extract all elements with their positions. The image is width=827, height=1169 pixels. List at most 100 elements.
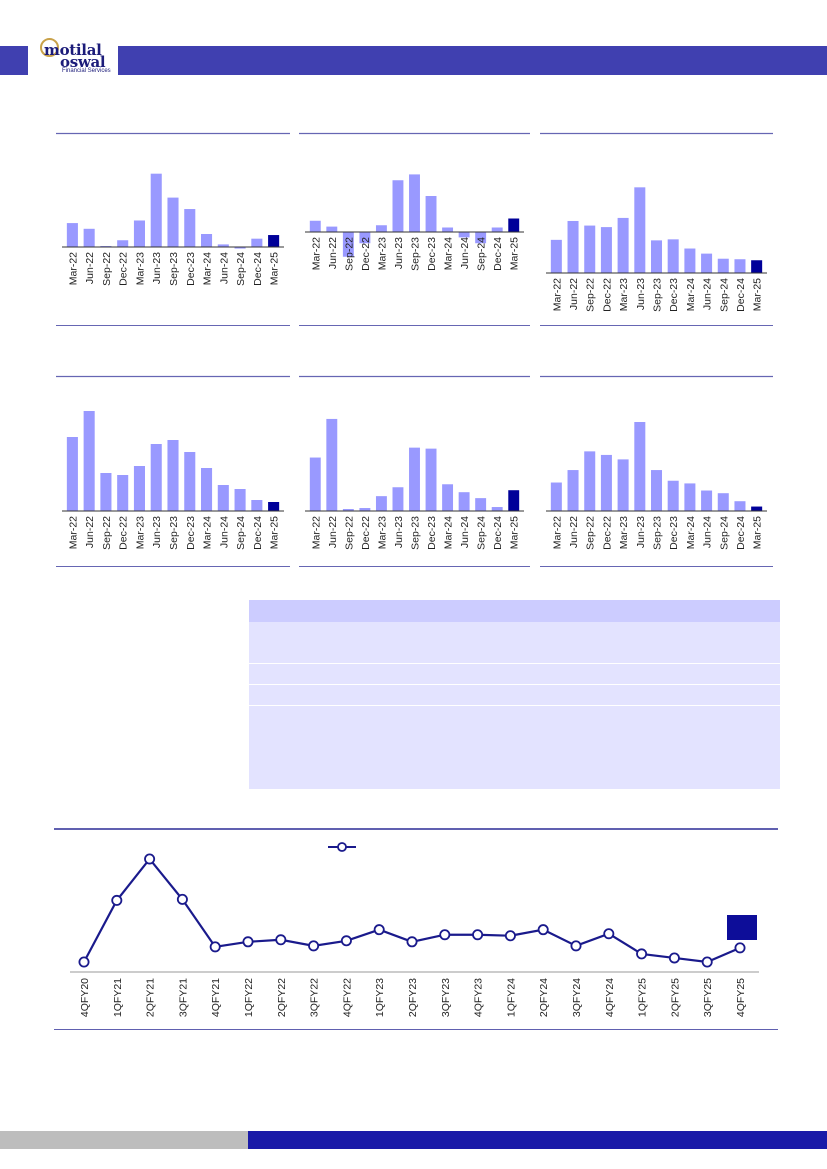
x-tick-label: Mar-24 xyxy=(443,237,455,270)
bar xyxy=(650,240,663,273)
x-tick-label: Mar-23 xyxy=(134,516,146,549)
x-tick-label: Mar-25 xyxy=(752,278,764,311)
x-tick-label: Sep-22 xyxy=(343,237,355,271)
x-tick-label: 4QFY24 xyxy=(604,978,616,1017)
bar xyxy=(117,240,129,247)
x-tick-label: 3QFY23 xyxy=(440,978,452,1017)
x-tick-label: Dec-22 xyxy=(118,516,130,550)
x-tick-label: Mar-23 xyxy=(376,516,388,549)
line-chart-top-rule xyxy=(54,828,778,830)
bar xyxy=(684,248,696,273)
bar xyxy=(701,253,713,273)
bar xyxy=(508,490,520,511)
x-tick-label: Sep-24 xyxy=(235,516,247,550)
highlight-badge xyxy=(727,915,757,940)
bar xyxy=(550,239,562,273)
x-tick-label: Dec-22 xyxy=(118,252,130,286)
x-tick-label: Sep-23 xyxy=(652,278,664,312)
data-point xyxy=(78,956,90,968)
x-tick-label: Sep-23 xyxy=(410,237,422,271)
bar xyxy=(342,232,354,257)
data-point xyxy=(570,940,582,952)
data-point xyxy=(668,952,680,964)
x-tick-label: Mar-24 xyxy=(202,252,214,285)
header-tab xyxy=(0,46,28,75)
table-row xyxy=(249,706,780,789)
data-point xyxy=(504,930,516,942)
x-tick-label: Dec-23 xyxy=(668,278,680,312)
bar xyxy=(650,470,663,511)
x-tick-label: Dec-22 xyxy=(601,516,613,550)
bar xyxy=(634,422,646,511)
x-tick-label: Sep-22 xyxy=(343,516,355,550)
bar xyxy=(117,475,129,511)
footer-grey-bar xyxy=(0,1131,248,1149)
x-tick-label: Mar-22 xyxy=(551,516,563,549)
x-tick-label: Dec-24 xyxy=(252,516,264,550)
footer-blue-bar xyxy=(248,1131,827,1149)
bar xyxy=(100,473,112,511)
bar xyxy=(751,260,763,273)
bar xyxy=(584,225,596,273)
bar xyxy=(491,227,503,232)
x-tick-label: Mar-25 xyxy=(752,516,764,549)
x-tick-label: Sep-23 xyxy=(168,516,180,550)
x-tick-label: Mar-24 xyxy=(443,516,455,549)
data-point xyxy=(636,948,648,960)
bar xyxy=(251,500,263,511)
bar xyxy=(667,239,679,273)
x-tick-label: Dec-24 xyxy=(735,278,747,312)
x-tick-label: Sep-24 xyxy=(476,516,488,550)
x-tick-label: Sep-22 xyxy=(101,516,113,550)
data-point xyxy=(308,940,320,952)
x-tick-label: 3QFY22 xyxy=(309,978,321,1017)
data-table xyxy=(249,600,780,789)
bar xyxy=(751,506,763,511)
bar xyxy=(491,507,503,511)
bar xyxy=(409,174,420,232)
x-tick-label: Mar-24 xyxy=(685,516,697,549)
x-tick-label: Sep-24 xyxy=(235,252,247,286)
x-tick-label: Jun-24 xyxy=(459,516,471,548)
bar xyxy=(717,258,729,273)
bar xyxy=(701,490,713,511)
bar xyxy=(309,220,321,232)
x-tick-label: Dec-24 xyxy=(252,252,264,286)
bar xyxy=(442,227,454,232)
x-tick-label: 1QFY22 xyxy=(243,978,255,1017)
bar xyxy=(234,247,246,249)
data-point xyxy=(439,929,451,941)
bar xyxy=(133,220,145,247)
x-tick-label: Jun-23 xyxy=(151,516,163,548)
x-tick-label: 4QFY21 xyxy=(210,978,222,1017)
bar xyxy=(392,180,404,232)
x-tick-label: Dec-24 xyxy=(492,516,504,550)
x-tick-label: Sep-24 xyxy=(476,237,488,271)
bar xyxy=(458,232,470,238)
x-tick-label: Mar-25 xyxy=(509,516,521,549)
x-tick-label: 2QFY23 xyxy=(407,978,419,1017)
x-tick-label: 3QFY24 xyxy=(571,978,583,1017)
table-row xyxy=(249,685,780,705)
bar xyxy=(667,480,679,511)
bar xyxy=(66,223,78,247)
bar xyxy=(309,457,321,511)
bar-chart-4: Mar-22 Jun-22 Sep-22 Dec-22 Mar-23 Jun-23 Sep-… xyxy=(56,375,290,567)
x-tick-label: Jun-24 xyxy=(702,516,714,548)
logo-line-2: oswal xyxy=(60,53,106,71)
x-tick-label: Jun-24 xyxy=(459,237,471,269)
x-tick-label: Mar-23 xyxy=(134,252,146,285)
x-tick-label: Jun-22 xyxy=(84,252,96,284)
x-tick-label: Dec-23 xyxy=(426,516,438,550)
x-tick-label: Mar-22 xyxy=(551,278,563,311)
x-tick-label: Jun-23 xyxy=(393,516,405,548)
bar-chart-2: Mar-22 Jun-22 Sep-22 Dec-22 Mar-23 Jun-23 Sep-… xyxy=(299,132,530,326)
x-tick-label: Mar-24 xyxy=(202,516,214,549)
bar xyxy=(268,502,280,511)
x-tick-label: Jun-23 xyxy=(393,237,405,269)
bar xyxy=(167,440,179,511)
x-tick-label: 2QFY24 xyxy=(538,978,550,1017)
bar xyxy=(217,485,229,511)
x-tick-label: Mar-23 xyxy=(376,237,388,270)
bar xyxy=(508,218,520,232)
